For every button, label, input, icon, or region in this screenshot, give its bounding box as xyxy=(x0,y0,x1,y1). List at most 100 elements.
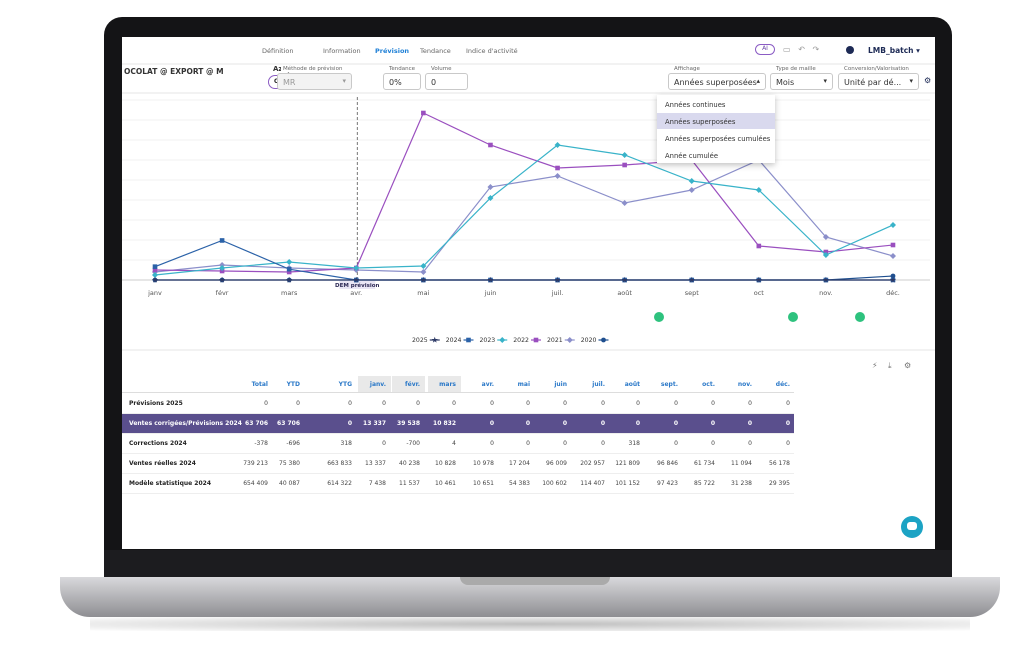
table-cell: 40 238 xyxy=(399,460,420,467)
field-label: Affichage xyxy=(672,66,702,72)
field-label: Tendance xyxy=(387,66,418,72)
field[interactable]: 0 xyxy=(425,73,468,90)
info-icon[interactable] xyxy=(846,46,854,54)
table-cell: 663 833 xyxy=(327,460,352,467)
point xyxy=(499,337,506,343)
point xyxy=(555,165,560,171)
user-menu[interactable]: LMB_batch ▾ xyxy=(868,46,920,55)
table-cell: 40 087 xyxy=(279,480,300,487)
dropdown-option[interactable]: Années continues xyxy=(657,96,775,112)
table-cell: 31 238 xyxy=(731,480,752,487)
table-row[interactable] xyxy=(122,474,794,494)
table-cell: 0 xyxy=(636,400,640,407)
series-line xyxy=(154,144,894,276)
row-label: Ventes corrigées/Prévisions 2024 xyxy=(129,420,242,427)
table-cell: 0 xyxy=(296,400,300,407)
row-label: Prévisions 2025 xyxy=(129,400,183,407)
series-line xyxy=(154,112,894,273)
table-cell: 739 213 xyxy=(243,460,268,467)
settings-icon[interactable]: ⚙ xyxy=(904,361,911,370)
table-cell: 318 xyxy=(628,440,640,447)
field-value: 0% xyxy=(389,78,402,87)
column-header: YTG xyxy=(338,381,352,388)
column-header: oct. xyxy=(702,381,715,388)
column-header: août xyxy=(624,381,640,388)
table-cell: 0 xyxy=(601,440,605,447)
table-cell: 97 423 xyxy=(657,480,678,487)
field[interactable]: Unité par dé... ▾ xyxy=(838,73,919,90)
point xyxy=(353,276,360,283)
point xyxy=(487,276,494,283)
table-cell: 0 xyxy=(786,440,790,447)
table-header-line xyxy=(122,392,794,393)
table-cell: 0 xyxy=(674,440,678,447)
table-cell: 100 602 xyxy=(542,480,567,487)
column-header: YTD xyxy=(286,381,300,388)
table-row[interactable] xyxy=(122,434,794,454)
dropdown-option[interactable]: Année cumulée xyxy=(657,147,775,163)
table-cell: 121 809 xyxy=(615,460,640,467)
ai-badge[interactable]: AI xyxy=(755,44,775,55)
table-row[interactable] xyxy=(122,414,794,434)
point xyxy=(487,195,494,201)
tab[interactable]: Tendance xyxy=(420,47,451,55)
table-cell: 202 957 xyxy=(580,460,605,467)
table-cell: 0 xyxy=(711,400,715,407)
field-arrow: ▾ xyxy=(342,77,346,85)
point xyxy=(890,253,896,259)
table-cell: 10 461 xyxy=(435,480,456,487)
table-cell: 39 538 xyxy=(397,420,420,427)
legend-label: 2022 xyxy=(513,337,529,344)
table-cell: 0 xyxy=(347,420,352,427)
point xyxy=(286,276,293,283)
table-cell: 0 xyxy=(452,400,456,407)
event-icon[interactable] xyxy=(654,312,664,322)
tab[interactable]: Indice d'activité xyxy=(466,47,518,55)
point xyxy=(890,242,896,248)
row-label: Modèle statistique 2024 xyxy=(129,480,212,487)
table-cell: 0 xyxy=(416,400,420,407)
event-icon[interactable] xyxy=(788,312,798,322)
table-row[interactable] xyxy=(122,454,794,474)
point xyxy=(554,173,561,179)
point xyxy=(756,243,762,249)
column-header: déc. xyxy=(775,381,790,388)
point xyxy=(755,187,762,193)
table-row[interactable] xyxy=(122,394,794,414)
tab[interactable]: Information xyxy=(323,47,361,55)
table-cell: 318 xyxy=(340,440,352,447)
event-icon[interactable] xyxy=(855,312,865,322)
dropdown-option[interactable]: Années superposées xyxy=(657,113,775,129)
table-cell: 63 706 xyxy=(277,420,300,427)
point xyxy=(822,252,829,258)
point xyxy=(621,276,628,283)
chat-icon xyxy=(907,522,917,530)
settings-icon[interactable]: ⚙ xyxy=(924,76,932,85)
laptop-chin xyxy=(104,550,952,577)
point xyxy=(286,269,292,275)
table-cell: 0 xyxy=(264,400,268,407)
table-cell: 114 407 xyxy=(580,480,605,487)
column-header: juin xyxy=(554,381,567,388)
table-cell: -696 xyxy=(286,440,300,447)
flash-icon[interactable]: ⚡ xyxy=(872,361,878,370)
point xyxy=(889,276,897,283)
tab[interactable]: Prévision xyxy=(375,47,410,55)
column-header: févr. xyxy=(405,381,420,388)
download-icon[interactable]: ⤓ xyxy=(888,361,892,370)
field[interactable]: Années superposées ▴ xyxy=(668,73,766,90)
table-cell: 0 xyxy=(710,420,715,427)
field[interactable]: Mois ▾ xyxy=(770,73,833,90)
field-label: Volume xyxy=(429,66,454,72)
table-cell: 0 xyxy=(635,420,640,427)
dropdown-option[interactable]: Années superposées cumulées xyxy=(657,130,775,146)
legend-label: 2024 xyxy=(446,337,462,344)
x-tick-label: avr. xyxy=(350,289,362,297)
table-cell: 4 xyxy=(452,440,456,447)
field[interactable]: MR ▾ xyxy=(277,73,352,90)
tab[interactable]: Définition xyxy=(262,47,294,55)
field[interactable]: 0% xyxy=(383,73,421,90)
point xyxy=(566,337,573,343)
toolbar-icons[interactable]: ▭ ↶ ↷ xyxy=(783,45,820,54)
table-cell: 654 409 xyxy=(243,480,268,487)
